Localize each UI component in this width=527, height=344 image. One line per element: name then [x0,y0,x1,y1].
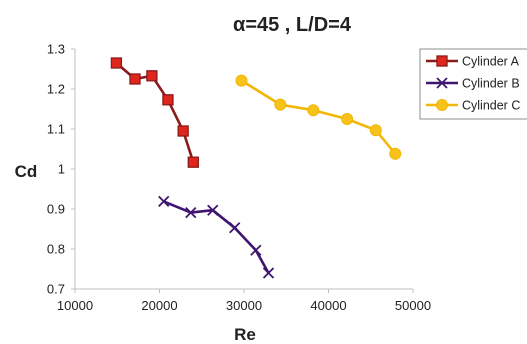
data-point-cylinder-a [187,156,199,168]
y-tick-label: 1 [58,162,65,177]
y-axis-label: Cd [15,162,38,181]
series-line-cylinder-c [240,79,397,155]
legend-item-cylinder-a: Cylinder A [426,55,520,69]
y-tick-label: 0.7 [47,282,65,297]
data-point-cylinder-b [262,267,275,279]
x-tick-label: 10000 [57,298,93,313]
legend-item-cylinder-b: Cylinder B [426,77,520,91]
data-point-cylinder-c [235,74,248,87]
legend-swatch-marker [436,77,448,89]
x-tick-label: 40000 [310,298,346,313]
chart-title: α=45 , L/D=4 [233,14,352,36]
x-tick-label: 20000 [141,298,177,313]
y-tick-label: 0.9 [47,202,65,217]
legend-swatch-marker [436,99,448,111]
series-cylinder-c [235,74,402,160]
data-point-cylinder-b [185,206,197,219]
x-tick-label: 30000 [226,298,262,313]
legend-items: Cylinder A Cylinder B Cylinder C [426,55,520,113]
data-point-cylinder-b [158,195,170,208]
data-point-cylinder-a [146,70,158,82]
series-cylinder-b [158,195,275,279]
y-tick-label: 1.2 [47,82,65,97]
legend-label: Cylinder B [462,77,520,91]
y-tick-label: 0.8 [47,242,65,257]
series-cylinder-a [110,57,199,168]
legend-label: Cylinder C [462,99,520,113]
x-tick-label: 50000 [395,298,431,313]
data-point-cylinder-a [177,125,189,137]
data-point-cylinder-b-stroke-b [185,206,197,219]
data-point-cylinder-b-stroke-b [158,195,170,208]
plot-area: 0.7 0.8 0.9 1 1.1 1.2 1.3 10000 20000 30000 40000… [47,42,431,314]
data-point-cylinder-b-stroke-b [250,244,262,256]
legend-label: Cylinder A [462,55,520,69]
legend-swatch-marker [436,55,448,67]
series-layer [110,57,402,279]
y-tick-label: 1.3 [47,42,65,57]
y-axis-ticks: 0.7 0.8 0.9 1 1.1 1.2 1.3 [47,42,75,297]
legend-swatch-marker-stroke-b [436,77,448,89]
x-axis-label: Re [234,325,256,344]
data-point-cylinder-a [162,94,174,106]
data-point-cylinder-c [369,124,382,137]
data-point-cylinder-b-stroke-b [262,267,275,279]
legend: Cylinder A Cylinder B Cylinder C [419,48,527,120]
data-point-cylinder-a [110,57,123,69]
data-point-cylinder-c [274,98,287,111]
data-point-cylinder-b [250,244,262,256]
data-point-cylinder-b-stroke-b [207,204,219,216]
y-tick-label: 1.1 [47,122,65,137]
data-point-cylinder-b [229,222,241,234]
data-point-cylinder-b-stroke-b [229,222,241,234]
legend-item-cylinder-c: Cylinder C [426,99,520,113]
data-point-cylinder-b [207,204,219,216]
data-point-cylinder-c [389,147,402,160]
data-point-cylinder-c [341,113,354,125]
series-line-cylinder-b [163,200,270,274]
data-point-cylinder-a [129,73,141,85]
x-axis-ticks: 10000 20000 30000 40000 50000 [57,289,431,313]
data-point-cylinder-c [307,104,320,117]
